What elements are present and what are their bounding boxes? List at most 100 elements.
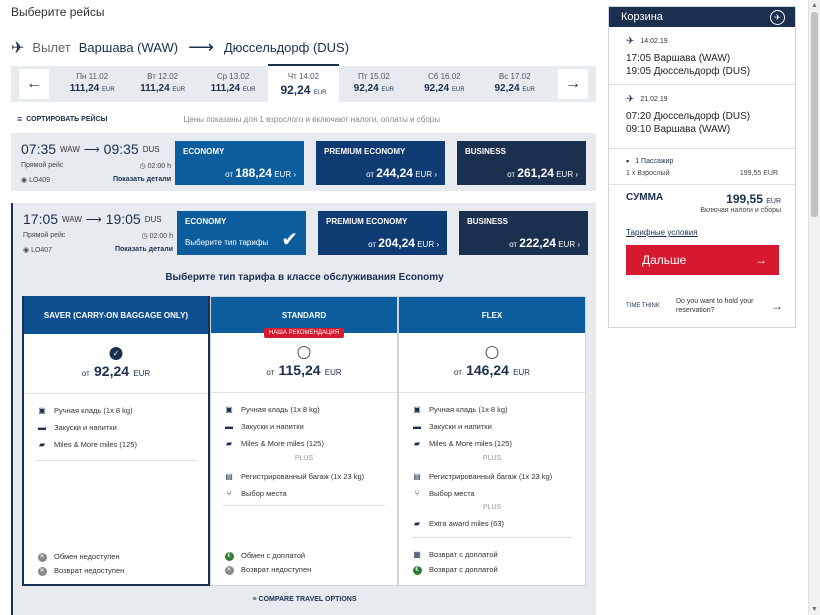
fare-cards: SAVER (CARRY-ON BAGGAGE ONLY) ✓ от 92,24… (22, 296, 587, 586)
date-tab[interactable]: Пн 11.02 111,24 EUR (69, 72, 115, 94)
flight-row-expanded: 17:05 WAW ⟶ 19:05 DUS Прямой рейс ◷ 02:00… (11, 203, 596, 615)
arrival-code: DUS (142, 144, 160, 154)
compare-travel-options-link[interactable]: ≡ COMPARE TRAVEL OPTIONS (252, 596, 357, 603)
continue-button[interactable]: Дальше → (626, 245, 779, 275)
fare-card-flex[interactable]: FLEX от 146,24 EUR ▣ Ручная кладь (1x 8 k… (398, 296, 586, 586)
card-title: FLEX (399, 297, 585, 333)
fare-radio[interactable] (485, 346, 499, 359)
flight-type: Прямой рейс (23, 232, 66, 239)
miles-card-icon: ▰ (38, 440, 46, 449)
chevron-right-icon: › (434, 170, 437, 179)
fare-card-saver[interactable]: SAVER (CARRY-ON BAGGAGE ONLY) ✓ от 92,24… (22, 296, 210, 586)
carry-on-bag-icon: ▣ (413, 405, 421, 414)
departure-code: WAW (62, 214, 82, 224)
date-tab[interactable]: Пт 15.02 92,24 EUR (353, 72, 395, 94)
passenger-summary: ▪ 1 Пассажир 1 x Взрослый 199,55 EUR (609, 150, 795, 185)
arrow-right-icon: → (755, 253, 767, 267)
card-title: SAVER (CARRY-ON BAGGAGE ONLY) (24, 296, 208, 334)
snack-icon: ▬ (38, 423, 46, 432)
scroll-up-icon[interactable]: ▲ (811, 2, 818, 9)
departure-time: 07:35 (21, 141, 57, 157)
cart-title: Корзина (621, 11, 663, 23)
plane-icon: ✈ (11, 39, 25, 57)
unavailable-icon: ✕ (37, 567, 47, 576)
total-sum: СУММА 199,55 EUR Включая налоги и сборы (626, 192, 781, 214)
fee-icon: € (412, 566, 422, 575)
snack-icon: ▬ (225, 422, 233, 431)
plane-icon: ✈ (626, 94, 635, 105)
cart-segment: ✈ 14.02.19 17:05 Варшава (WAW) 19:05 Дюсс… (609, 27, 795, 85)
clock-icon: ◷ (141, 233, 148, 240)
arrow-right-icon: ⟶ (188, 37, 214, 57)
chevron-right-icon: › (577, 240, 580, 249)
fare-type-title: Выберите тип тарифа в классе обслуживани… (165, 272, 444, 283)
unavailable-icon: ✕ (37, 553, 47, 562)
checked-bag-icon: ▤ (225, 472, 233, 481)
fare-business-button[interactable]: BUSINESS от 222,24 EUR › (459, 211, 588, 255)
time-to-think-offer[interactable]: TIME THINK Do you want to hold your rese… (626, 298, 783, 314)
miles-card-icon: ▰ (225, 439, 233, 448)
checked-bag-icon: ▤ (413, 472, 421, 481)
miles-card-icon: ▰ (413, 439, 421, 448)
date-tab[interactable]: Вт 12.02 111,24 EUR (140, 72, 186, 94)
date-tab[interactable]: Вс 17.02 92,24 EUR (494, 72, 535, 94)
fare-premium-economy-button[interactable]: PREMIUM ECONOMY от 244,24 EUR › (316, 141, 445, 185)
arrow-right-icon: ⟶ (85, 213, 102, 226)
departure-time: 17:05 (23, 211, 59, 227)
arrival-code: DUS (144, 214, 162, 224)
time-to-think-logo: TIME THINK (626, 303, 660, 309)
arrow-left-icon: ← (26, 75, 42, 92)
origin-city: Варшава (WAW) (78, 40, 179, 55)
plus-label: PLUS (294, 455, 314, 462)
direction-label: Вылет (32, 40, 71, 55)
date-tab-active[interactable]: Чт 14.02 92,24 EUR (268, 64, 339, 102)
tariff-conditions-link[interactable]: Тарифные условия (626, 228, 698, 237)
route-header: ✈ Вылет Варшава (WAW) ⟶ Дюссельдорф (DUS… (11, 37, 349, 58)
date-tab[interactable]: Сб 16.02 92,24 EUR (424, 72, 465, 94)
unavailable-icon: ✕ (224, 566, 234, 575)
airline-logo-icon: ◉ (21, 177, 28, 184)
price-note: Цены показаны для 1 взрослого и включают… (183, 114, 440, 124)
fare-economy-selected[interactable]: ECONOMY Выберите тип тарифы ✔ (177, 211, 306, 255)
destination-city: Дюссельдорф (DUS) (223, 40, 350, 55)
scroll-down-icon[interactable]: ▼ (811, 606, 818, 613)
date-tab[interactable]: Ср 13.02 111,24 EUR (210, 72, 256, 94)
fare-radio[interactable] (297, 346, 311, 359)
fare-premium-economy-button[interactable]: PREMIUM ECONOMY от 204,24 EUR › (318, 211, 447, 255)
card-title: STANDARD (211, 297, 397, 333)
clock-icon: ◷ (139, 163, 146, 170)
flight-number: LO407 (31, 247, 53, 254)
chevron-right-icon: › (436, 240, 439, 249)
show-details-link[interactable]: Показать детали (114, 246, 173, 253)
arrow-right-icon[interactable]: → (771, 299, 783, 313)
airline-logo-icon: ✈ (770, 9, 785, 25)
show-details-link[interactable]: Показать детали (112, 176, 171, 183)
carry-on-bag-icon: ▣ (225, 405, 233, 414)
checkmark-icon: ✔ (281, 229, 298, 251)
fare-economy-button[interactable]: ECONOMY от 188,24 EUR › (175, 141, 304, 185)
flight-duration: 02:00 h (147, 163, 171, 170)
arrival-time: 19:05 (105, 211, 141, 227)
plus-label: PLUS (482, 455, 502, 462)
chevron-right-icon: › (293, 170, 296, 179)
prev-dates-button[interactable]: ← (19, 69, 49, 99)
airline-logo-icon: ◉ (23, 247, 30, 254)
chevron-right-icon: › (575, 170, 578, 179)
fee-icon: € (224, 552, 234, 561)
seat-icon: ⑂ (226, 489, 232, 498)
flight-number: LO409 (29, 177, 51, 184)
person-icon: ▪ (626, 156, 630, 166)
calendar-icon: ▦ (413, 550, 421, 559)
sort-flights-button[interactable]: ≡ СОРТИРОВАТЬ РЕЙСЫ (17, 114, 108, 124)
fare-card-standard[interactable]: STANDARD НАША РЕКОМЕНДАЦИЯ от 115,24 EUR… (210, 296, 398, 586)
fare-radio-selected[interactable]: ✓ (109, 347, 123, 360)
arrow-right-icon: ⟶ (83, 143, 100, 156)
compare-icon: ≡ (252, 596, 257, 603)
next-dates-button[interactable]: → (558, 69, 588, 99)
cart-panel: Корзина ✈ ✈ 14.02.19 17:05 Варшава (WAW) 1… (608, 6, 796, 328)
fare-business-button[interactable]: BUSINESS от 261,24 EUR › (457, 141, 586, 185)
scroll-thumb[interactable] (811, 12, 818, 217)
recommendation-badge: НАША РЕКОМЕНДАЦИЯ (263, 328, 345, 338)
sort-bar: ≡ СОРТИРОВАТЬ РЕЙСЫ Цены показаны для 1 в… (11, 114, 596, 124)
page-scrollbar[interactable]: ▲ ▼ (808, 0, 820, 615)
